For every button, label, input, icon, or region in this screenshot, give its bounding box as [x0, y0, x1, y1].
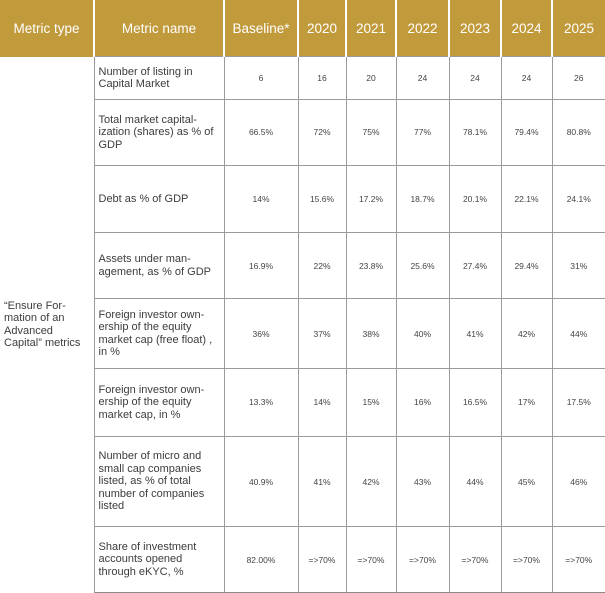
year-value-cell: 43%	[395, 435, 450, 528]
table-row: Assets under man-agement, as % of GDP 16.…	[0, 232, 605, 300]
year-value-cell: 44%	[448, 435, 502, 528]
table-row: Total market capital-ization (shares) as…	[0, 99, 605, 166]
year-value-cell: 37%	[297, 298, 347, 370]
year-value-cell: 15.6%	[297, 164, 347, 234]
year-value-cell: 44%	[551, 298, 605, 370]
year-value-cell: 17.5%	[551, 368, 605, 437]
header-baseline: Baseline*	[224, 0, 299, 57]
year-value-cell: 17.2%	[345, 164, 397, 234]
year-value-cell: 79.4%	[500, 99, 553, 166]
metric-name-cell: Number of micro and small cap companies …	[93, 435, 225, 528]
year-value-cell: 16.5%	[448, 368, 502, 437]
year-value-cell: 42%	[500, 298, 553, 370]
header-year: 2024	[501, 0, 553, 57]
year-value-cell: 27.4%	[448, 232, 502, 300]
year-value-cell: 41%	[448, 298, 502, 370]
year-value-cell: 72%	[297, 99, 347, 166]
year-value-cell: 23.8%	[345, 232, 397, 300]
metric-type-cell: “Ensure For-mation of an Advanced Capita…	[0, 56, 95, 593]
header-metric-type: Metric type	[0, 0, 95, 57]
year-value-cell: 31%	[551, 232, 605, 300]
year-value-cell: 24	[395, 55, 450, 101]
metric-name-cell: Foreign investor own-ership of the equit…	[93, 368, 225, 437]
baseline-cell: 16.9%	[223, 232, 299, 300]
header-year: 2020	[298, 0, 347, 57]
year-value-cell: 42%	[345, 435, 397, 528]
year-value-cell: 77%	[395, 99, 450, 166]
year-value-cell: 26	[551, 55, 605, 101]
year-value-cell: 45%	[500, 435, 553, 528]
header-year: 2025	[552, 0, 605, 57]
year-value-cell: 16	[297, 55, 347, 101]
year-value-cell: 25.6%	[395, 232, 450, 300]
baseline-cell: 40.9%	[223, 435, 299, 528]
header-metric-name: Metric name	[94, 0, 225, 57]
year-value-cell: 20.1%	[448, 164, 502, 234]
table-row: Number of micro and small cap companies …	[0, 435, 605, 528]
table-row: Debt as % of GDP 14% 15.6% 17.2% 18.7% 20.1% 2…	[0, 164, 605, 234]
year-value-cell: 29.4%	[500, 232, 553, 300]
year-value-cell: 78.1%	[448, 99, 502, 166]
year-value-cell: 40%	[395, 298, 450, 370]
year-value-cell: 75%	[345, 99, 397, 166]
year-value-cell: =>70%	[395, 526, 450, 593]
year-value-cell: =>70%	[297, 526, 347, 593]
baseline-cell: 36%	[223, 298, 299, 370]
baseline-cell: 82.00%	[223, 526, 299, 593]
baseline-cell: 6	[223, 55, 299, 101]
header-row: Metric type Metric name Baseline* 2020 2…	[0, 0, 605, 57]
metric-name-cell: Total market capital-ization (shares) as…	[93, 99, 225, 166]
metric-name-cell: Foreign investor own-ership of the equit…	[93, 298, 225, 370]
header-year: 2023	[449, 0, 502, 57]
year-value-cell: 80.8%	[551, 99, 605, 166]
year-value-cell: 22%	[297, 232, 347, 300]
year-value-cell: 41%	[297, 435, 347, 528]
year-value-cell: =>70%	[448, 526, 502, 593]
table-row: “Ensure For-mation of an Advanced Capita…	[0, 55, 605, 593]
year-value-cell: 38%	[345, 298, 397, 370]
year-value-cell: 16%	[395, 368, 450, 437]
metric-name-cell: Number of listing in Capital Market	[93, 55, 225, 101]
header-year: 2022	[396, 0, 450, 57]
year-value-cell: 24	[448, 55, 502, 101]
year-value-cell: 15%	[345, 368, 397, 437]
year-value-cell: 24	[500, 55, 553, 101]
table-row: Foreign investor own-ership of the equit…	[0, 368, 605, 437]
year-value-cell: 18.7%	[395, 164, 450, 234]
year-value-cell: 46%	[551, 435, 605, 528]
year-value-cell: =>70%	[500, 526, 553, 593]
metric-name-cell: Debt as % of GDP	[93, 164, 225, 234]
year-value-cell: 14%	[297, 368, 347, 437]
year-value-cell: 17%	[500, 368, 553, 437]
year-value-cell: =>70%	[345, 526, 397, 593]
metrics-body: “Ensure For-mation of an Advanced Capita…	[0, 55, 605, 593]
table-row: Share of investment accounts opened thro…	[0, 526, 605, 593]
year-value-cell: 22.1%	[500, 164, 553, 234]
metric-name-cell: Assets under man-agement, as % of GDP	[93, 232, 225, 300]
year-value-cell: =>70%	[551, 526, 605, 593]
year-value-cell: 24.1%	[551, 164, 605, 234]
baseline-cell: 14%	[223, 164, 299, 234]
table-row: Foreign investor own-ership of the equit…	[0, 298, 605, 370]
header-year: 2021	[346, 0, 397, 57]
baseline-cell: 13.3%	[223, 368, 299, 437]
year-value-cell: 20	[345, 55, 397, 101]
metric-name-cell: Share of investment accounts opened thro…	[93, 526, 225, 593]
baseline-cell: 66.5%	[223, 99, 299, 166]
